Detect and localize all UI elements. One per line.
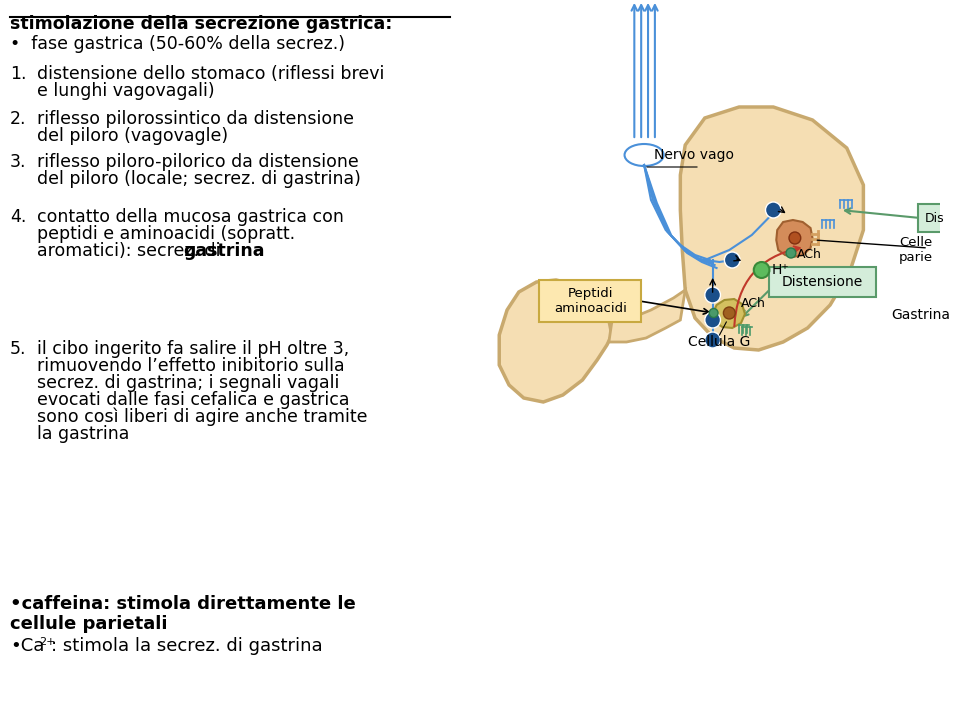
Circle shape [754,262,769,278]
Text: stimolazione della secrezione gastrica:: stimolazione della secrezione gastrica: [10,15,393,33]
Text: Cellula G: Cellula G [688,335,751,349]
Text: 2.: 2. [10,110,26,128]
FancyBboxPatch shape [918,204,942,232]
Text: del piloro (vagovagle): del piloro (vagovagle) [37,127,228,145]
Text: la gastrina: la gastrina [37,425,130,443]
Circle shape [789,232,801,244]
Polygon shape [712,299,745,328]
Text: secrez. di gastrina; i segnali vagali: secrez. di gastrina; i segnali vagali [37,374,340,392]
FancyBboxPatch shape [540,280,641,322]
Text: Celle
parie: Celle parie [899,236,933,264]
Text: 3.: 3. [10,153,26,171]
Text: rimuovendo l’effetto inibitorio sulla: rimuovendo l’effetto inibitorio sulla [37,357,345,375]
Text: ACh: ACh [797,248,822,261]
Text: contatto della mucosa gastrica con: contatto della mucosa gastrica con [37,208,344,226]
Text: Distensione: Distensione [781,275,863,289]
Text: aromatici): secrez. di: aromatici): secrez. di [37,242,227,260]
Circle shape [709,309,718,317]
Text: cellule parietali: cellule parietali [10,615,167,633]
Text: 2+: 2+ [39,637,56,647]
Circle shape [705,332,720,348]
Text: il cibo ingerito fa salire il pH oltre 3,: il cibo ingerito fa salire il pH oltre 3… [37,340,349,358]
Circle shape [765,202,781,218]
Text: peptidi e aminoacidi (sopratt.: peptidi e aminoacidi (sopratt. [37,225,296,243]
Text: •  fase gastrica (50-60% della secrez.): • fase gastrica (50-60% della secrez.) [10,35,345,53]
Text: •caffeina: stimola direttamente le: •caffeina: stimola direttamente le [10,595,355,613]
Text: Dis: Dis [925,212,945,224]
Text: H⁺: H⁺ [772,263,789,277]
Circle shape [786,248,796,258]
Text: evocati dalle fasi cefalica e gastrica: evocati dalle fasi cefalica e gastrica [37,391,349,409]
Text: riflesso pilorossintico da distensione: riflesso pilorossintico da distensione [37,110,354,128]
Text: riflesso piloro-pilorico da distensione: riflesso piloro-pilorico da distensione [37,153,359,171]
Text: ACh: ACh [741,297,766,310]
Text: del piloro (locale; secrez. di gastrina): del piloro (locale; secrez. di gastrina) [37,170,361,188]
Circle shape [725,252,740,268]
Text: : stimola la secrez. di gastrina: : stimola la secrez. di gastrina [51,637,323,655]
Circle shape [705,287,720,303]
Text: sono così liberi di agire anche tramite: sono così liberi di agire anche tramite [37,408,368,427]
Polygon shape [777,220,812,257]
FancyBboxPatch shape [769,267,876,297]
Text: e lunghi vagovagali): e lunghi vagovagali) [37,82,215,100]
Polygon shape [499,280,612,402]
Text: gastrina: gastrina [183,242,265,260]
Text: 4.: 4. [10,208,26,226]
Text: Gastrina: Gastrina [891,308,949,322]
Polygon shape [681,107,863,350]
Text: 5.: 5. [10,340,26,358]
Circle shape [724,307,735,319]
Text: 1.: 1. [10,65,26,83]
Text: •Ca: •Ca [10,637,44,655]
Circle shape [705,312,720,328]
Text: Nervo vago: Nervo vago [654,148,733,162]
Text: distensione dello stomaco (riflessi brevi: distensione dello stomaco (riflessi brev… [37,65,385,83]
Text: Peptidi
aminoacidi: Peptidi aminoacidi [554,287,627,315]
Polygon shape [609,290,685,342]
